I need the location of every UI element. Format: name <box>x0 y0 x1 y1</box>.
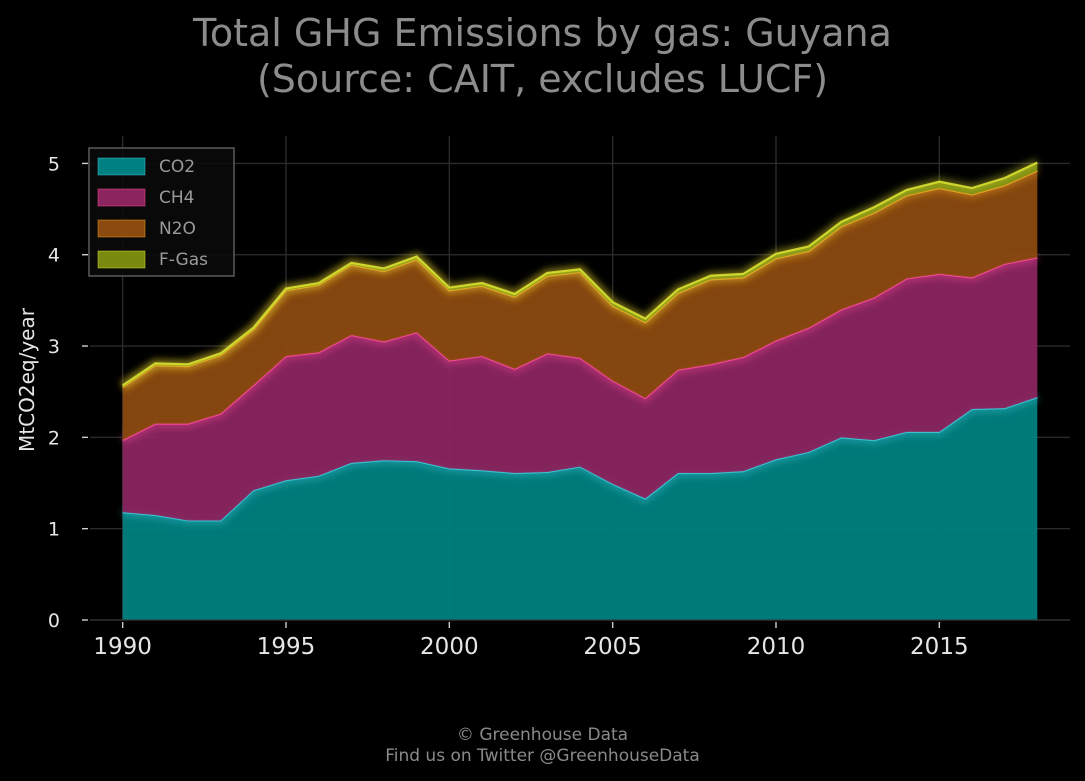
legend-swatch-ch4 <box>97 188 146 207</box>
y-axis-label: MtCO2eq/year <box>15 307 39 452</box>
area-ch4 <box>122 257 1038 521</box>
area-n2o <box>122 170 1038 441</box>
copyright-text: © Greenhouse Data <box>456 725 629 745</box>
y-tick-label-3: 3 <box>48 336 60 358</box>
footer-credits: © Greenhouse Data Find us on Twitter @Gr… <box>0 725 1085 767</box>
y-tick-label-0: 0 <box>48 610 60 632</box>
y-tick-label-2: 2 <box>48 427 60 449</box>
chart-title: Total GHG Emissions by gas: Guyana (Sour… <box>0 10 1085 102</box>
x-tick-label-1990: 1990 <box>93 634 152 660</box>
y-tick-label-5: 5 <box>48 153 60 175</box>
axes: 0 1 2 3 4 5 1990 1995 2000 2005 2010 2015 <box>48 153 1070 660</box>
legend-label-n2o: N2O <box>159 219 196 239</box>
legend-label-ch4: CH4 <box>159 188 194 208</box>
x-tick-label-2015: 2015 <box>910 634 969 660</box>
chart-title-line-2: (Source: CAIT, excludes LUCF) <box>256 57 829 101</box>
legend: CO2 CH4 N2O F-Gas <box>88 147 235 277</box>
line-fgas <box>122 161 1038 387</box>
y-tick-label-1: 1 <box>48 519 60 541</box>
x-tick-label-2005: 2005 <box>583 634 642 660</box>
x-tick-label-2010: 2010 <box>747 634 806 660</box>
x-tick-label-1995: 1995 <box>257 634 316 660</box>
legend-label-co2: CO2 <box>159 157 195 177</box>
twitter-credit: Find us on Twitter @GreenhouseData <box>385 746 700 766</box>
y-tick-label-4: 4 <box>48 245 60 267</box>
legend-swatch-fgas <box>97 250 146 269</box>
legend-label-fgas: F-Gas <box>159 250 208 270</box>
legend-swatch-n2o <box>97 219 146 238</box>
stacked-areas <box>120 158 1040 620</box>
chart-title-line-1: Total GHG Emissions by gas: Guyana <box>193 11 892 55</box>
legend-swatch-co2 <box>97 157 146 176</box>
x-tick-label-2000: 2000 <box>420 634 479 660</box>
